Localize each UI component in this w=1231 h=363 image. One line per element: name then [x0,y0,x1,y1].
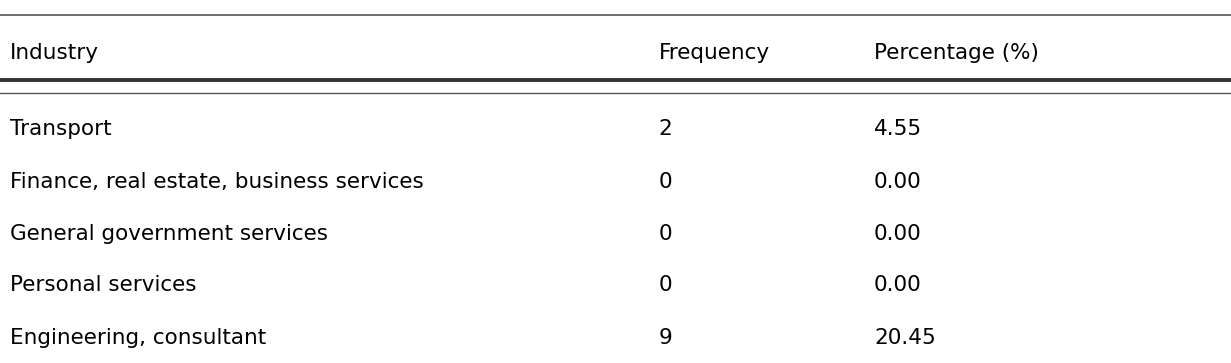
Text: Engineering, consultant: Engineering, consultant [10,327,266,348]
Text: Industry: Industry [10,42,98,63]
Text: 0: 0 [659,275,672,295]
Text: 0.00: 0.00 [874,171,922,192]
Text: 0: 0 [659,171,672,192]
Text: 0.00: 0.00 [874,224,922,244]
Text: 4.55: 4.55 [874,119,922,139]
Text: 0.00: 0.00 [874,275,922,295]
Text: General government services: General government services [10,224,327,244]
Text: 9: 9 [659,327,672,348]
Text: Personal services: Personal services [10,275,197,295]
Text: 20.45: 20.45 [874,327,936,348]
Text: Transport: Transport [10,119,112,139]
Text: Finance, real estate, business services: Finance, real estate, business services [10,171,423,192]
Text: Percentage (%): Percentage (%) [874,42,1039,63]
Text: 0: 0 [659,224,672,244]
Text: Frequency: Frequency [659,42,769,63]
Text: 2: 2 [659,119,672,139]
